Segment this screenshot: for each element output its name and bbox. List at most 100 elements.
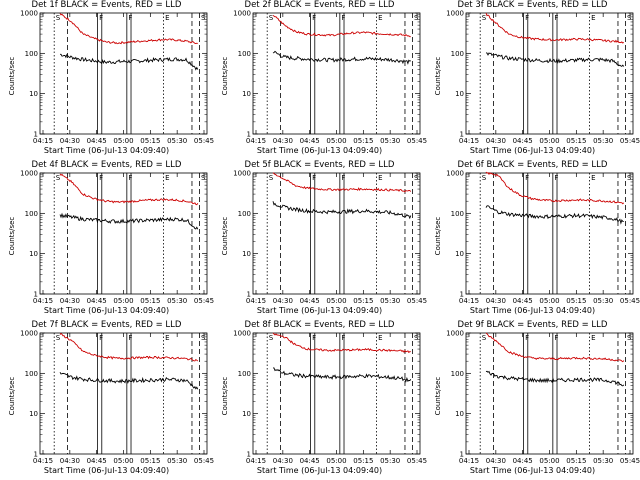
x-tick-label: 04:45 (513, 457, 533, 465)
panel-plot: 1 10 100 1000 04:15 04:30 04:45 05:00 05:15 05:30… (20, 330, 214, 466)
detector-panel-4: 1 10 100 1000 04:15 04:30 04:45 05:00 05:15 05:30… (0, 160, 214, 320)
x-tick-label: 04:45 (300, 137, 320, 145)
panel-plot: 1 10 100 1000 04:15 04:30 04:45 05:00 05:15 05:30… (20, 10, 214, 146)
region-label: E (591, 174, 595, 182)
region-label: F (312, 334, 316, 342)
y-axis-title: Counts/sec (221, 376, 229, 416)
region-label: E (165, 174, 169, 182)
x-tick-label: 05:15 (140, 457, 160, 465)
x-tick-label: 04:15 (33, 297, 53, 305)
panel-title: Det 9f BLACK = Events, RED = LLD (457, 320, 608, 330)
y-tick-label: 100 (25, 210, 38, 218)
x-tick-label: 05:45 (620, 457, 640, 465)
region-label: E (165, 14, 169, 22)
x-tick-label: 05:30 (380, 457, 400, 465)
y-tick-label: 100 (451, 370, 464, 378)
x-axis-title: Start Time (06-Jul-13 04:09:40) (43, 146, 170, 155)
y-tick-label: 10 (455, 90, 464, 98)
series-lld-line (485, 12, 625, 44)
x-tick-label: 05:00 (113, 137, 133, 145)
x-tick-label: 05:30 (380, 297, 400, 305)
x-tick-label: 05:30 (593, 137, 613, 145)
x-tick-label: 04:15 (33, 457, 53, 465)
y-tick-label: 10 (242, 90, 251, 98)
region-label: E (165, 334, 169, 342)
region-label: E (378, 14, 382, 22)
x-tick-label: 04:15 (33, 137, 53, 145)
x-tick-label: 04:30 (273, 297, 293, 305)
x-tick-label: 04:45 (300, 457, 320, 465)
x-tick-label: 05:15 (566, 457, 586, 465)
y-tick-label: 10 (455, 410, 464, 418)
panel-title: Det 3f BLACK = Events, RED = LLD (457, 0, 608, 10)
region-label: S (627, 14, 632, 22)
y-tick-label: 1000 (233, 330, 251, 338)
region-label: F (99, 14, 103, 22)
region-label: S (201, 334, 206, 342)
y-tick-label: 1000 (446, 10, 464, 18)
x-tick-label: 04:15 (459, 457, 479, 465)
panel-plot: 1 10 100 1000 04:15 04:30 04:45 05:00 05:15 05:30… (446, 330, 640, 466)
region-label: S (482, 14, 487, 22)
region-label: F (128, 174, 132, 182)
series-events-line (485, 370, 625, 387)
region-label: S (627, 334, 632, 342)
x-tick-label: 04:45 (87, 137, 107, 145)
y-tick-label: 1000 (446, 330, 464, 338)
x-tick-label: 04:30 (273, 457, 293, 465)
x-tick-label: 05:30 (380, 137, 400, 145)
x-tick-label: 04:30 (60, 297, 80, 305)
y-axis-title: Counts/sec (434, 376, 442, 416)
region-label: S (414, 174, 419, 182)
x-tick-label: 04:45 (87, 297, 107, 305)
panel-title: Det 7f BLACK = Events, RED = LLD (31, 320, 182, 330)
y-tick-label: 1 (34, 451, 38, 459)
y-tick-label: 100 (238, 50, 251, 58)
x-axis-title: Start Time (06-Jul-13 04:09:40) (256, 306, 383, 315)
region-label: F (128, 334, 132, 342)
series-lld-line (59, 173, 199, 206)
x-tick-label: 05:15 (353, 297, 373, 305)
series-events-line (273, 367, 412, 383)
x-tick-label: 04:30 (273, 137, 293, 145)
detector-panel-5: 1 10 100 1000 04:15 04:30 04:45 05:00 05:15 05:30… (213, 160, 427, 320)
region-label: F (312, 14, 316, 22)
detector-panel-9: 1 10 100 1000 04:15 04:30 04:45 05:00 05:15 05:30… (426, 320, 640, 480)
region-label: S (414, 14, 419, 22)
plot-frame (465, 332, 634, 455)
series-events-line (272, 201, 412, 220)
series-lld-line (272, 332, 411, 354)
x-tick-label: 05:15 (140, 137, 160, 145)
x-tick-label: 05:00 (539, 457, 559, 465)
detector-panel-7: 1 10 100 1000 04:15 04:30 04:45 05:00 05:15 05:30… (0, 320, 214, 480)
y-tick-label: 100 (25, 370, 38, 378)
panel-title: Det 4f BLACK = Events, RED = LLD (31, 160, 182, 170)
series-events-line (59, 212, 199, 230)
y-tick-label: 1 (460, 451, 464, 459)
y-tick-label: 100 (238, 210, 251, 218)
x-tick-label: 05:45 (407, 137, 427, 145)
region-label: F (554, 14, 558, 22)
x-tick-label: 05:00 (539, 137, 559, 145)
y-tick-label: 1000 (20, 170, 38, 178)
y-tick-label: 10 (29, 90, 38, 98)
x-tick-label: 05:45 (194, 457, 214, 465)
x-tick-label: 05:00 (113, 297, 133, 305)
x-tick-label: 05:30 (167, 297, 187, 305)
y-tick-label: 1000 (233, 10, 251, 18)
y-axis-title: Counts/sec (8, 376, 16, 416)
y-axis-title: Counts/sec (434, 56, 442, 96)
detector-panel-3: 1 10 100 1000 04:15 04:30 04:45 05:00 05:15 05:30… (426, 0, 640, 160)
y-axis-title: Counts/sec (8, 56, 16, 96)
region-label: E (378, 334, 382, 342)
y-tick-label: 10 (242, 250, 251, 258)
y-tick-label: 1000 (233, 170, 251, 178)
x-tick-label: 04:45 (300, 297, 320, 305)
x-axis-title: Start Time (06-Jul-13 04:09:40) (469, 146, 596, 155)
x-tick-label: 05:00 (326, 137, 346, 145)
region-label: F (525, 174, 529, 182)
x-tick-label: 05:00 (326, 457, 346, 465)
panel-plot: 1 10 100 1000 04:15 04:30 04:45 05:00 05:15 05:30… (446, 170, 640, 306)
x-tick-label: 05:00 (113, 457, 133, 465)
y-tick-label: 1 (247, 451, 251, 459)
